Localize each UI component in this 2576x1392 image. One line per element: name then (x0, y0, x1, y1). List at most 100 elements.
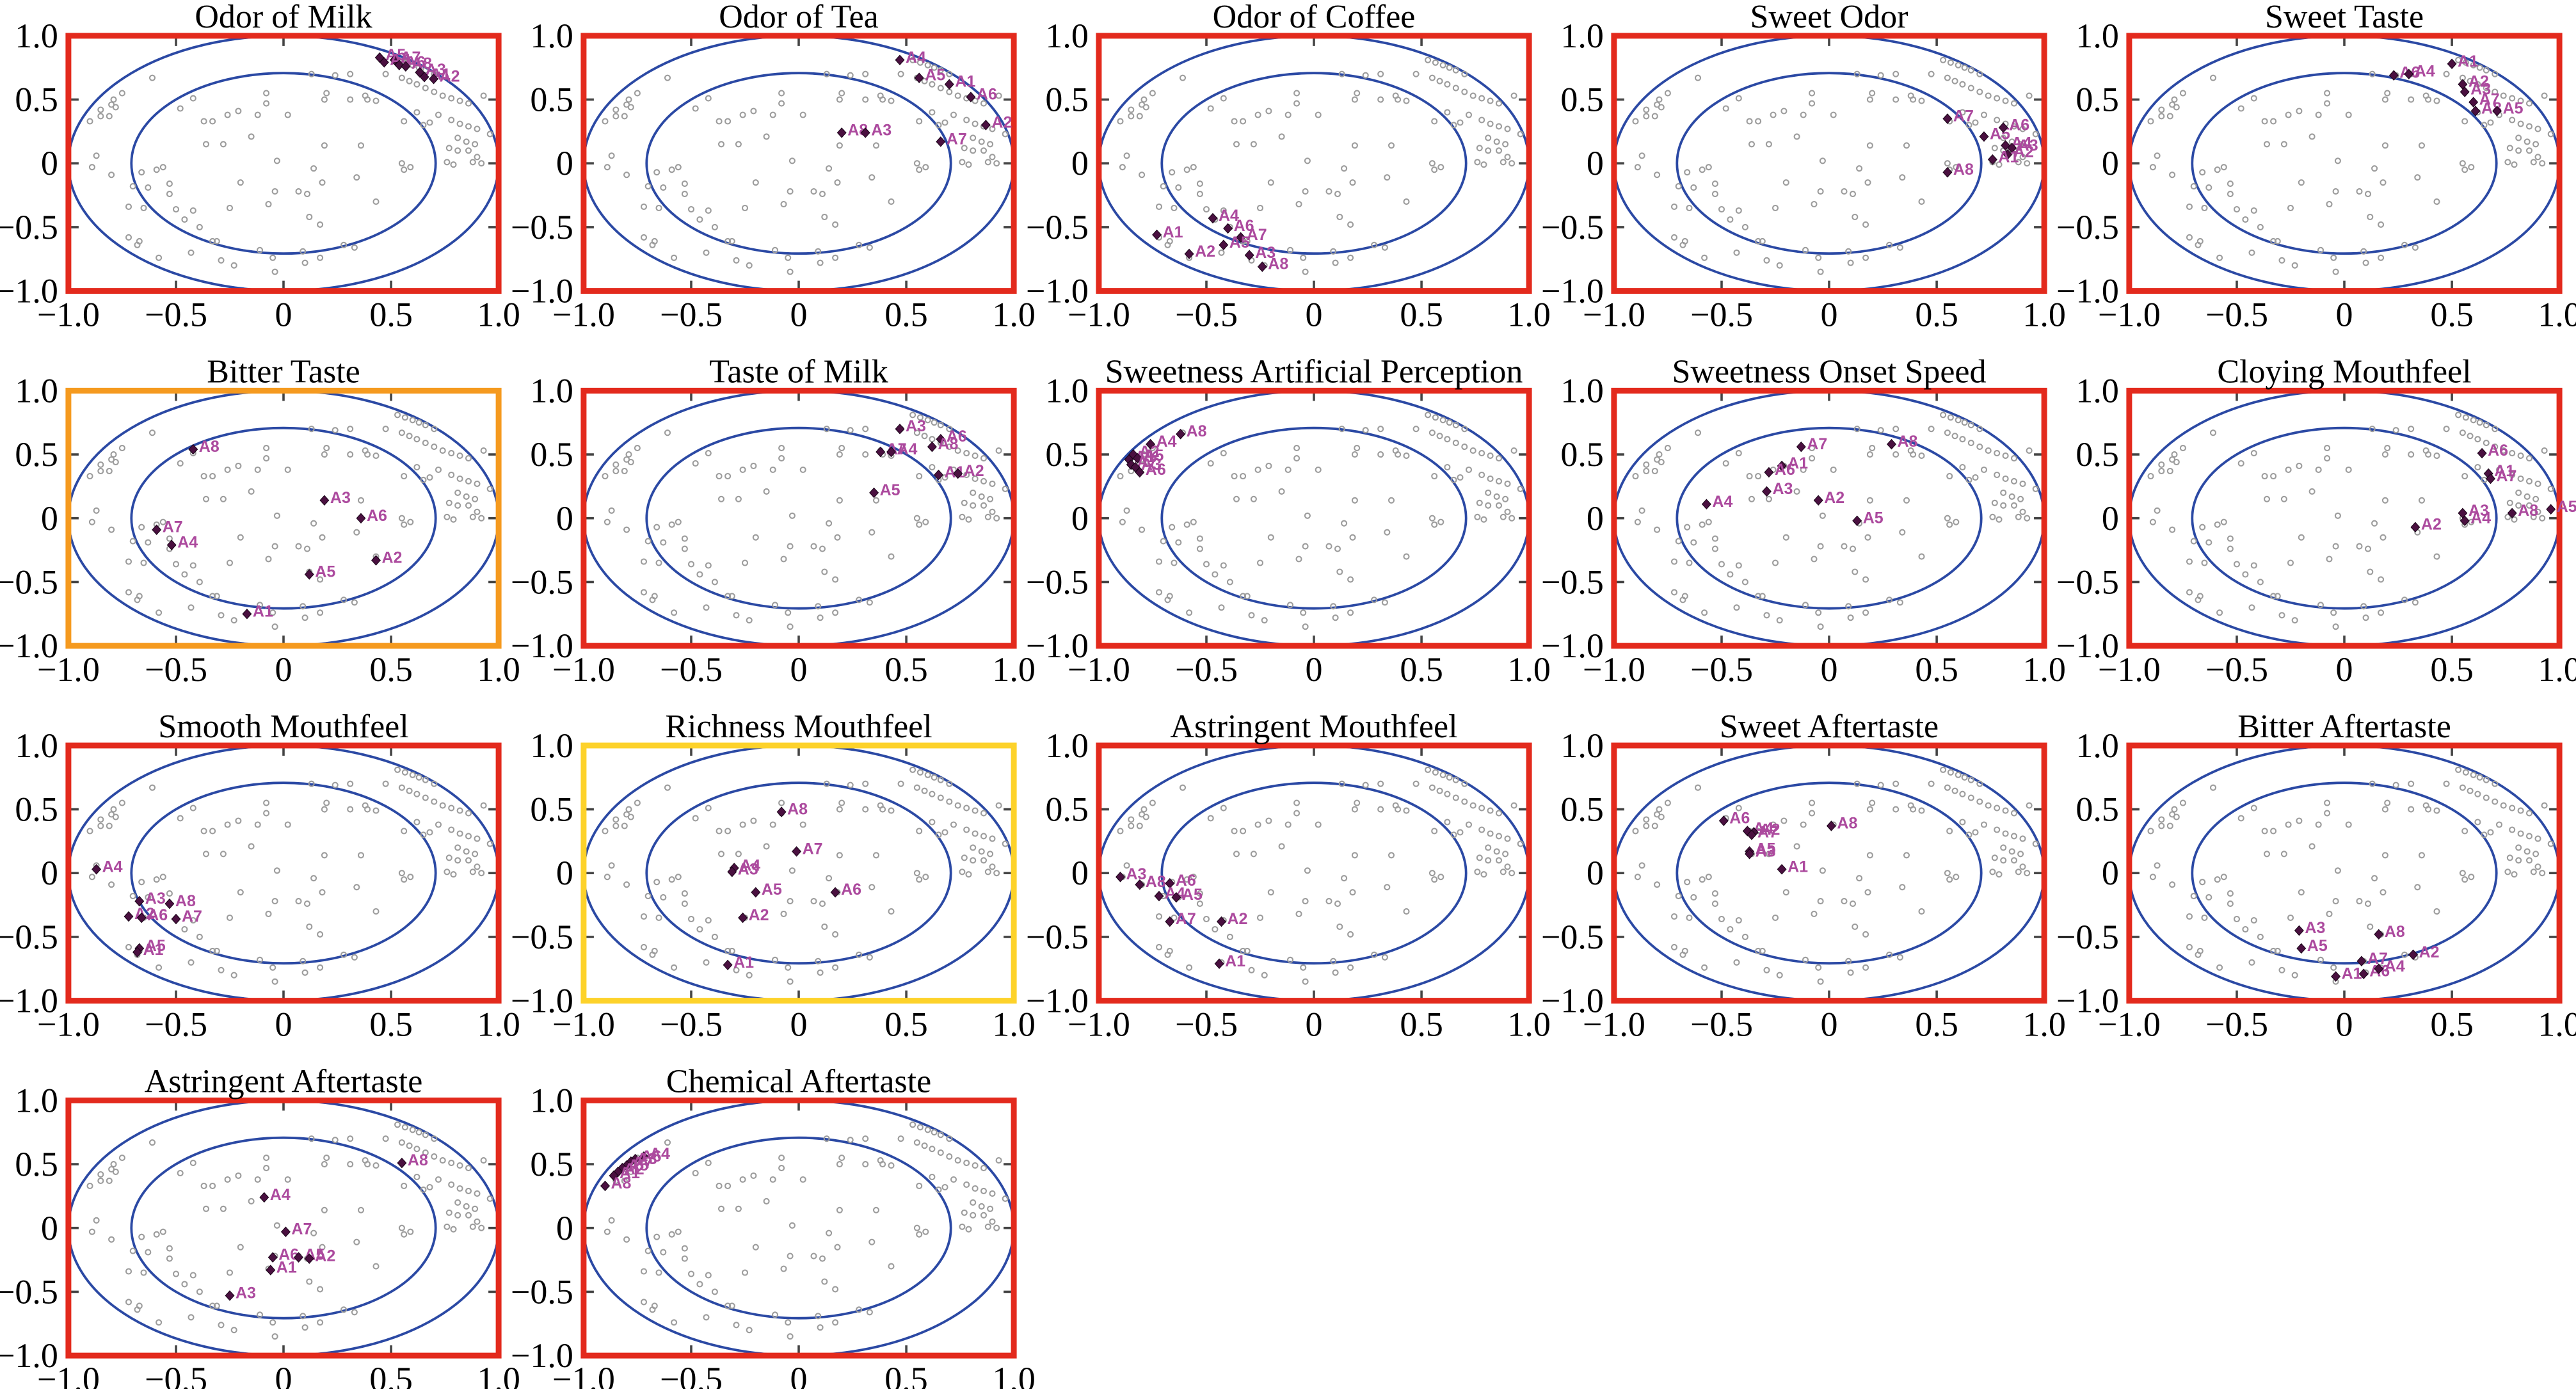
svg-text:0.5: 0.5 (530, 790, 573, 829)
svg-text:−0.5: −0.5 (1026, 918, 1089, 956)
svg-text:−1.0: −1.0 (0, 627, 58, 665)
svg-text:0: 0 (790, 1005, 808, 1044)
svg-text:1.0: 1.0 (15, 726, 58, 765)
svg-text:A8: A8 (787, 801, 808, 819)
svg-text:−0.5: −0.5 (145, 1360, 207, 1389)
svg-text:−1.0: −1.0 (552, 1360, 615, 1389)
svg-text:−0.5: −0.5 (145, 296, 207, 334)
svg-text:−1.0: −1.0 (1583, 1005, 1645, 1044)
svg-text:0: 0 (41, 144, 58, 182)
svg-text:1.0: 1.0 (1045, 17, 1089, 55)
svg-text:A1: A1 (1998, 148, 2019, 166)
svg-text:A4: A4 (2415, 63, 2435, 81)
svg-text:A5: A5 (2503, 100, 2524, 118)
svg-text:0.5: 0.5 (884, 650, 928, 689)
svg-text:A8: A8 (2518, 502, 2538, 520)
svg-text:1.0: 1.0 (477, 650, 520, 689)
svg-text:A1: A1 (2494, 462, 2515, 480)
svg-text:A3: A3 (871, 121, 892, 139)
svg-text:A8: A8 (611, 1174, 632, 1192)
svg-text:0: 0 (1071, 854, 1089, 892)
svg-text:Sweet Aftertaste: Sweet Aftertaste (1720, 708, 1939, 745)
svg-text:1.0: 1.0 (530, 726, 573, 765)
svg-text:A7: A7 (163, 518, 183, 536)
svg-text:A2: A2 (964, 462, 984, 480)
svg-text:1.0: 1.0 (2538, 1005, 2576, 1044)
svg-text:A4: A4 (1156, 433, 1177, 451)
svg-text:−1.0: −1.0 (37, 1360, 100, 1389)
svg-text:Odor of Coffee: Odor of Coffee (1213, 0, 1416, 35)
svg-text:0.5: 0.5 (1560, 435, 1604, 474)
svg-text:A6: A6 (1234, 217, 1254, 235)
svg-text:0: 0 (556, 499, 573, 538)
svg-text:1.0: 1.0 (992, 650, 1036, 689)
svg-text:1.0: 1.0 (530, 1081, 573, 1119)
svg-text:0.5: 0.5 (2430, 650, 2474, 689)
svg-text:0: 0 (275, 1360, 292, 1389)
svg-text:A6: A6 (147, 906, 168, 924)
svg-text:0: 0 (2102, 144, 2119, 182)
svg-text:−0.5: −0.5 (1175, 296, 1238, 334)
svg-text:A1: A1 (1225, 952, 1245, 970)
svg-text:1.0: 1.0 (2022, 1005, 2066, 1044)
svg-text:−0.5: −0.5 (145, 1005, 207, 1044)
svg-text:−0.5: −0.5 (1175, 1005, 1238, 1044)
svg-text:0.5: 0.5 (1400, 296, 1443, 334)
svg-text:−1.0: −1.0 (37, 1005, 100, 1044)
svg-text:0.5: 0.5 (530, 1145, 573, 1183)
svg-text:A6: A6 (841, 881, 861, 899)
svg-text:−1.0: −1.0 (2056, 982, 2119, 1020)
svg-text:0.5: 0.5 (2076, 790, 2119, 829)
svg-text:−1.0: −1.0 (1541, 272, 1604, 310)
svg-text:Richness Mouthfeel: Richness Mouthfeel (665, 708, 932, 745)
svg-text:−1.0: −1.0 (2098, 650, 2161, 689)
svg-text:A2: A2 (624, 1160, 644, 1178)
svg-text:−1.0: −1.0 (1026, 982, 1089, 1020)
svg-text:A4: A4 (906, 49, 926, 67)
svg-text:1.0: 1.0 (2538, 650, 2576, 689)
svg-text:0.5: 0.5 (1400, 1005, 1443, 1044)
svg-text:0: 0 (790, 296, 808, 334)
svg-text:A2: A2 (749, 906, 769, 924)
svg-text:0.5: 0.5 (1915, 296, 1958, 334)
svg-text:Odor of Milk: Odor of Milk (195, 0, 372, 35)
svg-text:−0.5: −0.5 (1541, 563, 1604, 601)
svg-text:−0.5: −0.5 (660, 296, 723, 334)
svg-text:A4: A4 (2470, 509, 2491, 527)
svg-text:1.0: 1.0 (1045, 726, 1089, 765)
svg-text:A4: A4 (177, 534, 198, 552)
svg-text:−0.5: −0.5 (511, 208, 573, 246)
svg-text:A3: A3 (1141, 456, 1162, 474)
svg-text:0: 0 (1821, 650, 1838, 689)
svg-text:0: 0 (275, 650, 292, 689)
svg-text:−1.0: −1.0 (1026, 627, 1089, 665)
svg-text:−1.0: −1.0 (1026, 272, 1089, 310)
svg-text:A7: A7 (2479, 91, 2500, 109)
svg-text:−0.5: −0.5 (660, 650, 723, 689)
svg-text:−0.5: −0.5 (1026, 563, 1089, 601)
svg-text:A5: A5 (628, 1156, 648, 1174)
svg-text:0.5: 0.5 (884, 1005, 928, 1044)
svg-text:A3: A3 (2468, 502, 2489, 520)
svg-text:Sweet Taste: Sweet Taste (2265, 0, 2424, 35)
svg-text:−0.5: −0.5 (511, 563, 573, 601)
svg-text:−0.5: −0.5 (0, 1272, 58, 1311)
svg-text:Taste of Milk: Taste of Milk (709, 353, 888, 390)
svg-text:−1.0: −1.0 (552, 296, 615, 334)
svg-text:A3: A3 (2018, 136, 2038, 154)
svg-text:0.5: 0.5 (1400, 650, 1443, 689)
svg-text:0: 0 (790, 1360, 808, 1389)
svg-text:A1: A1 (276, 1259, 297, 1277)
svg-text:A7: A7 (1757, 823, 1778, 841)
svg-text:A3: A3 (1773, 480, 1793, 498)
svg-text:A2: A2 (1759, 821, 1780, 839)
svg-text:A2: A2 (382, 549, 403, 567)
svg-text:A3: A3 (637, 1150, 657, 1168)
svg-text:1.0: 1.0 (1045, 371, 1089, 410)
svg-text:Bitter Taste: Bitter Taste (207, 353, 360, 390)
svg-text:0: 0 (275, 1005, 292, 1044)
svg-text:−1.0: −1.0 (0, 982, 58, 1020)
svg-text:Cloying Mouthfeel: Cloying Mouthfeel (2217, 353, 2471, 390)
svg-text:0: 0 (790, 650, 808, 689)
svg-text:0: 0 (556, 1209, 573, 1247)
